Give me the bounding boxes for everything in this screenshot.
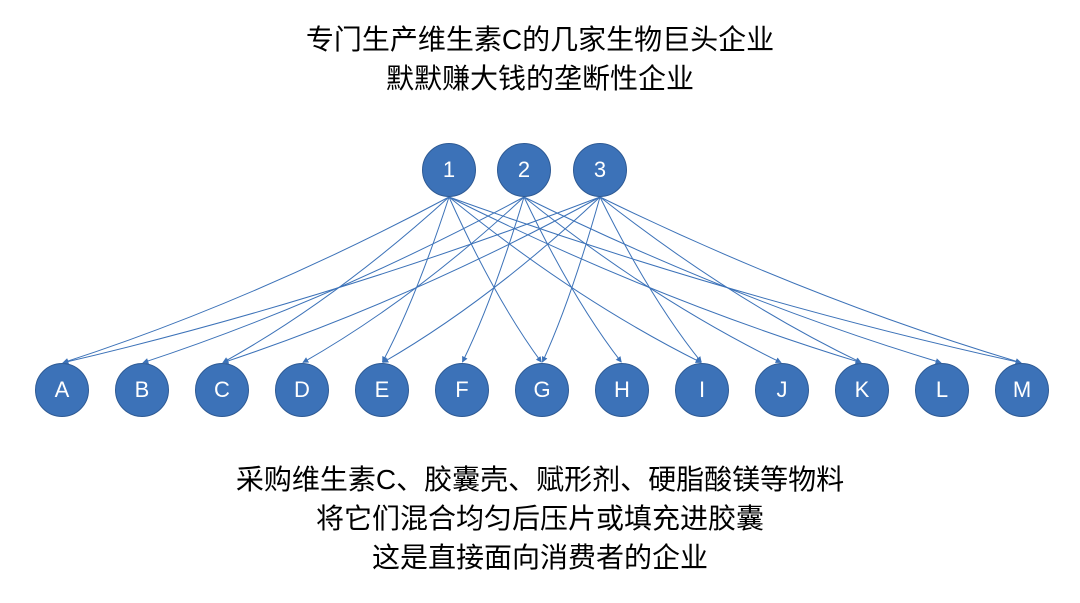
footer-line-1: 采购维生素C、胶囊壳、赋形剂、硬脂酸镁等物料 xyxy=(0,460,1080,499)
edge-n1-G xyxy=(449,197,541,362)
node-label: 3 xyxy=(594,157,606,183)
edge-n3-G xyxy=(542,197,600,362)
node-label: M xyxy=(1013,377,1031,403)
edge-n2-D xyxy=(303,197,524,363)
title-line-1: 专门生产维生素C的几家生物巨头企业 xyxy=(0,20,1080,59)
node-label: K xyxy=(855,377,870,403)
edge-n2-J xyxy=(524,197,781,363)
node-D: D xyxy=(275,363,329,417)
edge-n1-C xyxy=(223,197,449,363)
node-label: A xyxy=(55,377,70,403)
footer-block: 采购维生素C、胶囊壳、赋形剂、硬脂酸镁等物料 将它们混合均匀后压片或填充进胶囊 … xyxy=(0,460,1080,578)
edge-n3-K xyxy=(600,197,861,363)
node-K: K xyxy=(835,363,889,417)
edge-n1-E xyxy=(382,197,449,362)
node-label: C xyxy=(214,377,230,403)
title-line-2: 默默赚大钱的垄断性企业 xyxy=(0,59,1080,98)
edge-n3-C xyxy=(223,197,600,363)
node-J: J xyxy=(755,363,809,417)
edge-n2-F xyxy=(462,197,524,362)
edge-n1-K xyxy=(449,197,861,363)
node-2: 2 xyxy=(497,143,551,197)
edge-n1-A xyxy=(63,197,449,363)
node-G: G xyxy=(515,363,569,417)
edge-n3-M xyxy=(600,197,1021,363)
node-I: I xyxy=(675,363,729,417)
node-label: 2 xyxy=(518,157,530,183)
edge-n3-E xyxy=(383,197,600,362)
node-label: I xyxy=(699,377,705,403)
node-label: G xyxy=(533,377,550,403)
edge-n3-I xyxy=(600,197,701,362)
edge-n2-H xyxy=(524,197,621,362)
footer-line-3: 这是直接面向消费者的企业 xyxy=(0,538,1080,577)
node-label: J xyxy=(777,377,788,403)
footer-line-2: 将它们混合均匀后压片或填充进胶囊 xyxy=(0,499,1080,538)
node-F: F xyxy=(435,363,489,417)
node-H: H xyxy=(595,363,649,417)
node-label: E xyxy=(375,377,390,403)
node-L: L xyxy=(915,363,969,417)
node-1: 1 xyxy=(422,143,476,197)
node-B: B xyxy=(115,363,169,417)
edge-n1-I xyxy=(449,197,701,363)
node-label: L xyxy=(936,377,948,403)
node-label: H xyxy=(614,377,630,403)
node-3: 3 xyxy=(573,143,627,197)
title-block: 专门生产维生素C的几家生物巨头企业 默默赚大钱的垄断性企业 xyxy=(0,20,1080,98)
node-label: B xyxy=(135,377,150,403)
node-M: M xyxy=(995,363,1049,417)
node-C: C xyxy=(195,363,249,417)
node-E: E xyxy=(355,363,409,417)
edge-n2-B xyxy=(143,197,524,363)
node-A: A xyxy=(35,363,89,417)
node-label: 1 xyxy=(443,157,455,183)
edge-n1-M xyxy=(449,197,1021,363)
edge-n3-A xyxy=(63,197,600,363)
node-label: D xyxy=(294,377,310,403)
node-label: F xyxy=(455,377,468,403)
edge-n2-L xyxy=(524,197,941,363)
diagram-stage: 专门生产维生素C的几家生物巨头企业 默默赚大钱的垄断性企业 1 2 3 A B C D E F G… xyxy=(0,0,1080,603)
